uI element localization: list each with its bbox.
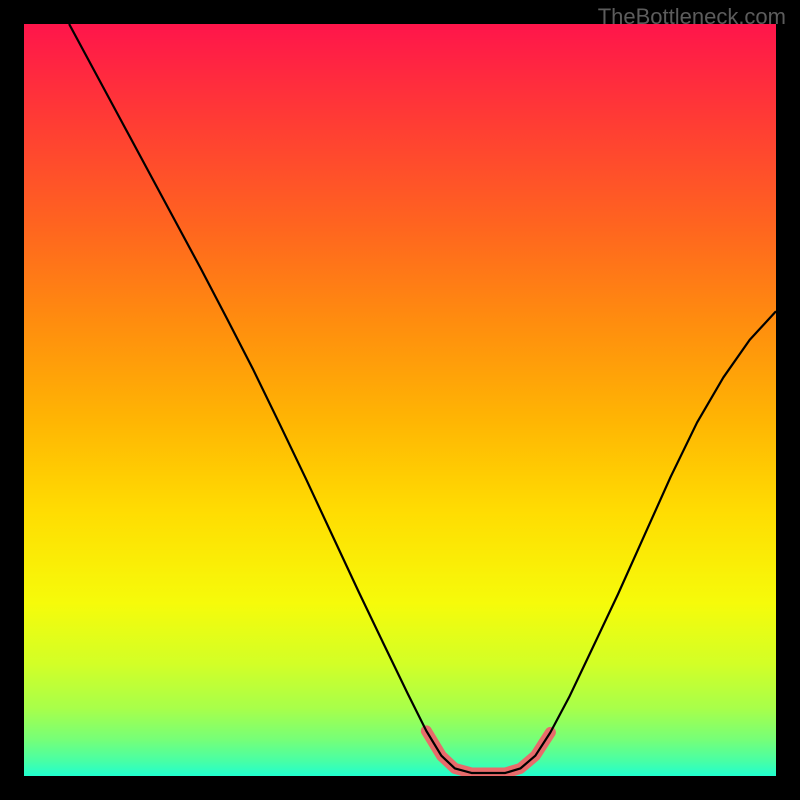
plot-svg [24, 24, 776, 776]
watermark-text: TheBottleneck.com [598, 4, 786, 30]
chart-container: TheBottleneck.com [0, 0, 800, 800]
gradient-background [24, 24, 776, 776]
